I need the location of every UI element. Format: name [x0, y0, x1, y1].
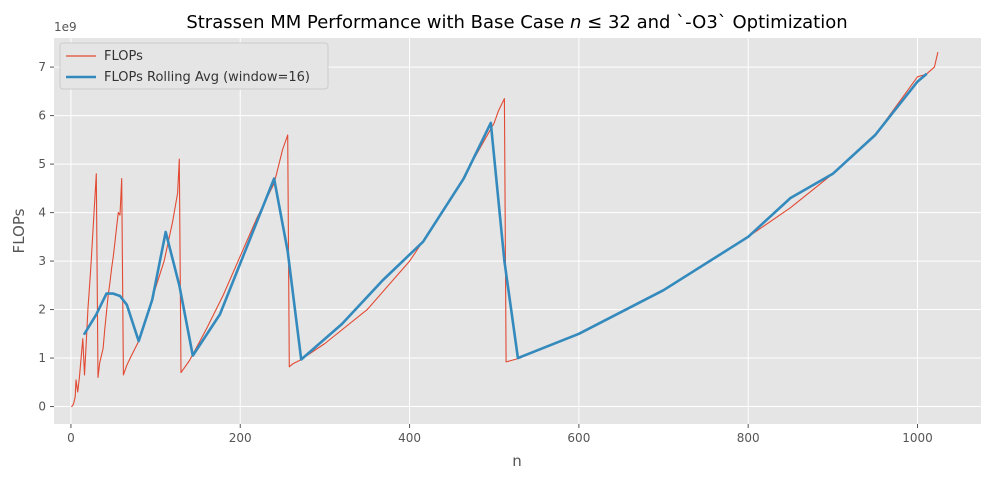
x-axis: 0 200 400 600 800 1000: [67, 424, 933, 445]
plot-area: [54, 38, 981, 424]
y-tick-label: 6: [38, 109, 46, 123]
y-tick-label: 0: [38, 400, 46, 414]
chart-title: Strassen MM Performance with Base Case n…: [186, 12, 847, 33]
y-tick-label: 3: [38, 254, 46, 268]
chart-title-prefix: Strassen MM Performance with Base Case: [186, 12, 570, 33]
y-offset-label: 1e9: [54, 20, 77, 34]
grid: [54, 38, 981, 424]
y-tick-label: 1: [38, 351, 46, 365]
x-axis-label: n: [512, 452, 522, 470]
series-layer: [71, 51, 939, 408]
y-tick-label: 2: [38, 303, 46, 317]
y-tick-label: 7: [38, 60, 46, 74]
y-tick-label: 4: [38, 206, 46, 220]
x-tick-label: 1000: [902, 431, 933, 445]
y-axis: 0 1 2 3 4 5 6 7: [38, 60, 54, 414]
x-tick-label: 0: [67, 431, 75, 445]
chart-title-suffix: ≤ 32 and `-O3` Optimization: [581, 12, 847, 33]
legend: FLOPs FLOPs Rolling Avg (window=16): [59, 42, 329, 90]
x-tick-label: 800: [737, 431, 760, 445]
legend-rolling-label: FLOPs Rolling Avg (window=16): [104, 70, 310, 85]
x-tick-label: 600: [567, 431, 590, 445]
x-tick-label: 200: [229, 431, 252, 445]
y-tick-label: 5: [38, 157, 46, 171]
legend-flops-label: FLOPs: [104, 49, 143, 64]
legend-box: [59, 42, 329, 90]
x-tick-label: 400: [398, 431, 421, 445]
chart-title-variable: n: [570, 12, 581, 33]
series-rolling-avg-line: [83, 73, 928, 361]
y-axis-label: FLOPs: [10, 208, 28, 253]
